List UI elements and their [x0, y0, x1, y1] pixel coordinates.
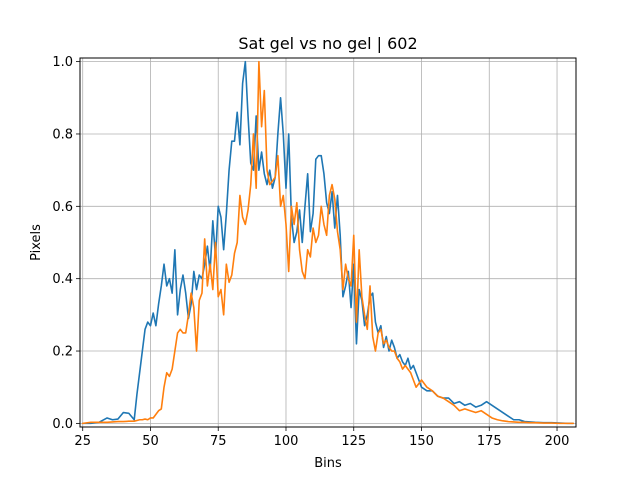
x-tick-label: 150 — [409, 434, 434, 449]
x-tick-label: 175 — [477, 434, 502, 449]
x-tick-label: 50 — [142, 434, 159, 449]
x-tick-label: 125 — [341, 434, 366, 449]
x-tick-label: 75 — [210, 434, 227, 449]
chart-title: Sat gel vs no gel | 602 — [238, 34, 417, 53]
x-tick-label: 200 — [545, 434, 570, 449]
x-tick-label: 100 — [274, 434, 299, 449]
y-tick-label: 0.4 — [52, 272, 73, 287]
x-tick-label: 25 — [74, 434, 91, 449]
y-tick-label: 0.2 — [52, 345, 73, 360]
series-lines — [81, 60, 575, 425]
y-tick-label: 0.6 — [52, 200, 73, 215]
y-axis-title: Pixels — [29, 224, 44, 261]
series-2-line — [81, 60, 575, 425]
y-tick-label: 0.0 — [52, 417, 73, 432]
y-tick-label: 1.0 — [52, 55, 73, 70]
x-axis-title: Bins — [314, 456, 342, 471]
y-tick-label: 0.8 — [52, 127, 73, 142]
axis-ticks: 25 50 75 100 125 150 175 200 0.0 0.2 0.4 0.6 0.8 1.0 — [52, 55, 569, 449]
plot-area-frame — [79, 57, 577, 428]
